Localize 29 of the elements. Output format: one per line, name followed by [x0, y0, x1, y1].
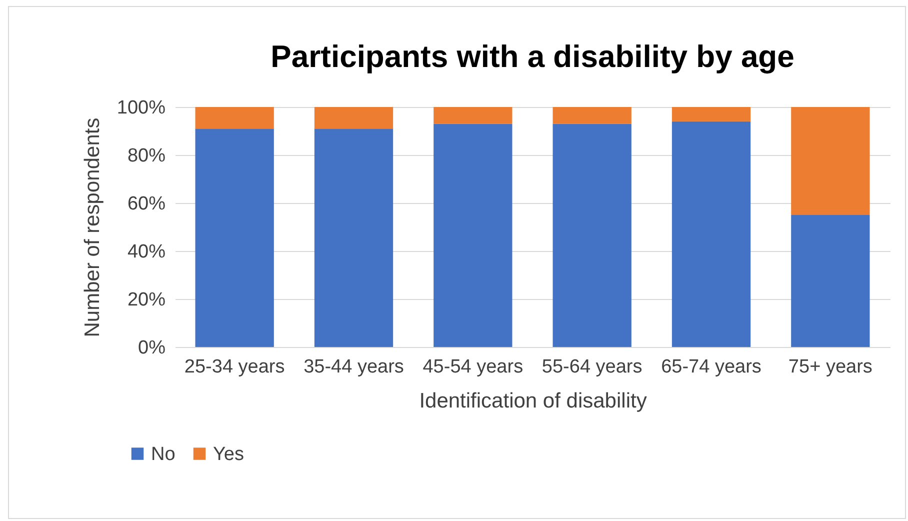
bar	[314, 107, 394, 129]
y-tick-label: 0%	[138, 338, 166, 358]
legend-label: Yes	[213, 444, 244, 465]
y-tick-label: 100%	[116, 98, 166, 118]
bar	[672, 107, 751, 122]
legend-label: No	[151, 444, 176, 465]
chart-title: Participants with a disability by age	[270, 39, 794, 74]
x-tick-label: 25-34 years	[184, 356, 285, 378]
bar	[434, 124, 512, 347]
x-axis-title: Identification of disability	[419, 390, 648, 412]
bar	[791, 215, 870, 347]
bar	[314, 128, 394, 347]
bar	[791, 107, 870, 215]
x-tick-label: 55-64 years	[542, 356, 642, 378]
y-tick-label: 40%	[127, 242, 166, 262]
bar	[195, 107, 274, 129]
x-tick-label: 35-44 years	[304, 356, 404, 378]
y-tick-label: 60%	[127, 194, 166, 214]
bar	[672, 121, 751, 347]
x-tick-label: 45-54 years	[422, 356, 524, 378]
bar	[552, 124, 632, 347]
x-tick-label: 75+ years	[788, 356, 872, 378]
bar	[195, 128, 274, 347]
bar	[434, 107, 512, 124]
x-tick-label: 65-74 years	[661, 356, 762, 378]
y-axis-title: Number of respondents	[80, 118, 104, 338]
y-tick-label: 20%	[127, 290, 166, 310]
y-tick-label: 80%	[127, 146, 166, 166]
bar	[552, 107, 632, 124]
